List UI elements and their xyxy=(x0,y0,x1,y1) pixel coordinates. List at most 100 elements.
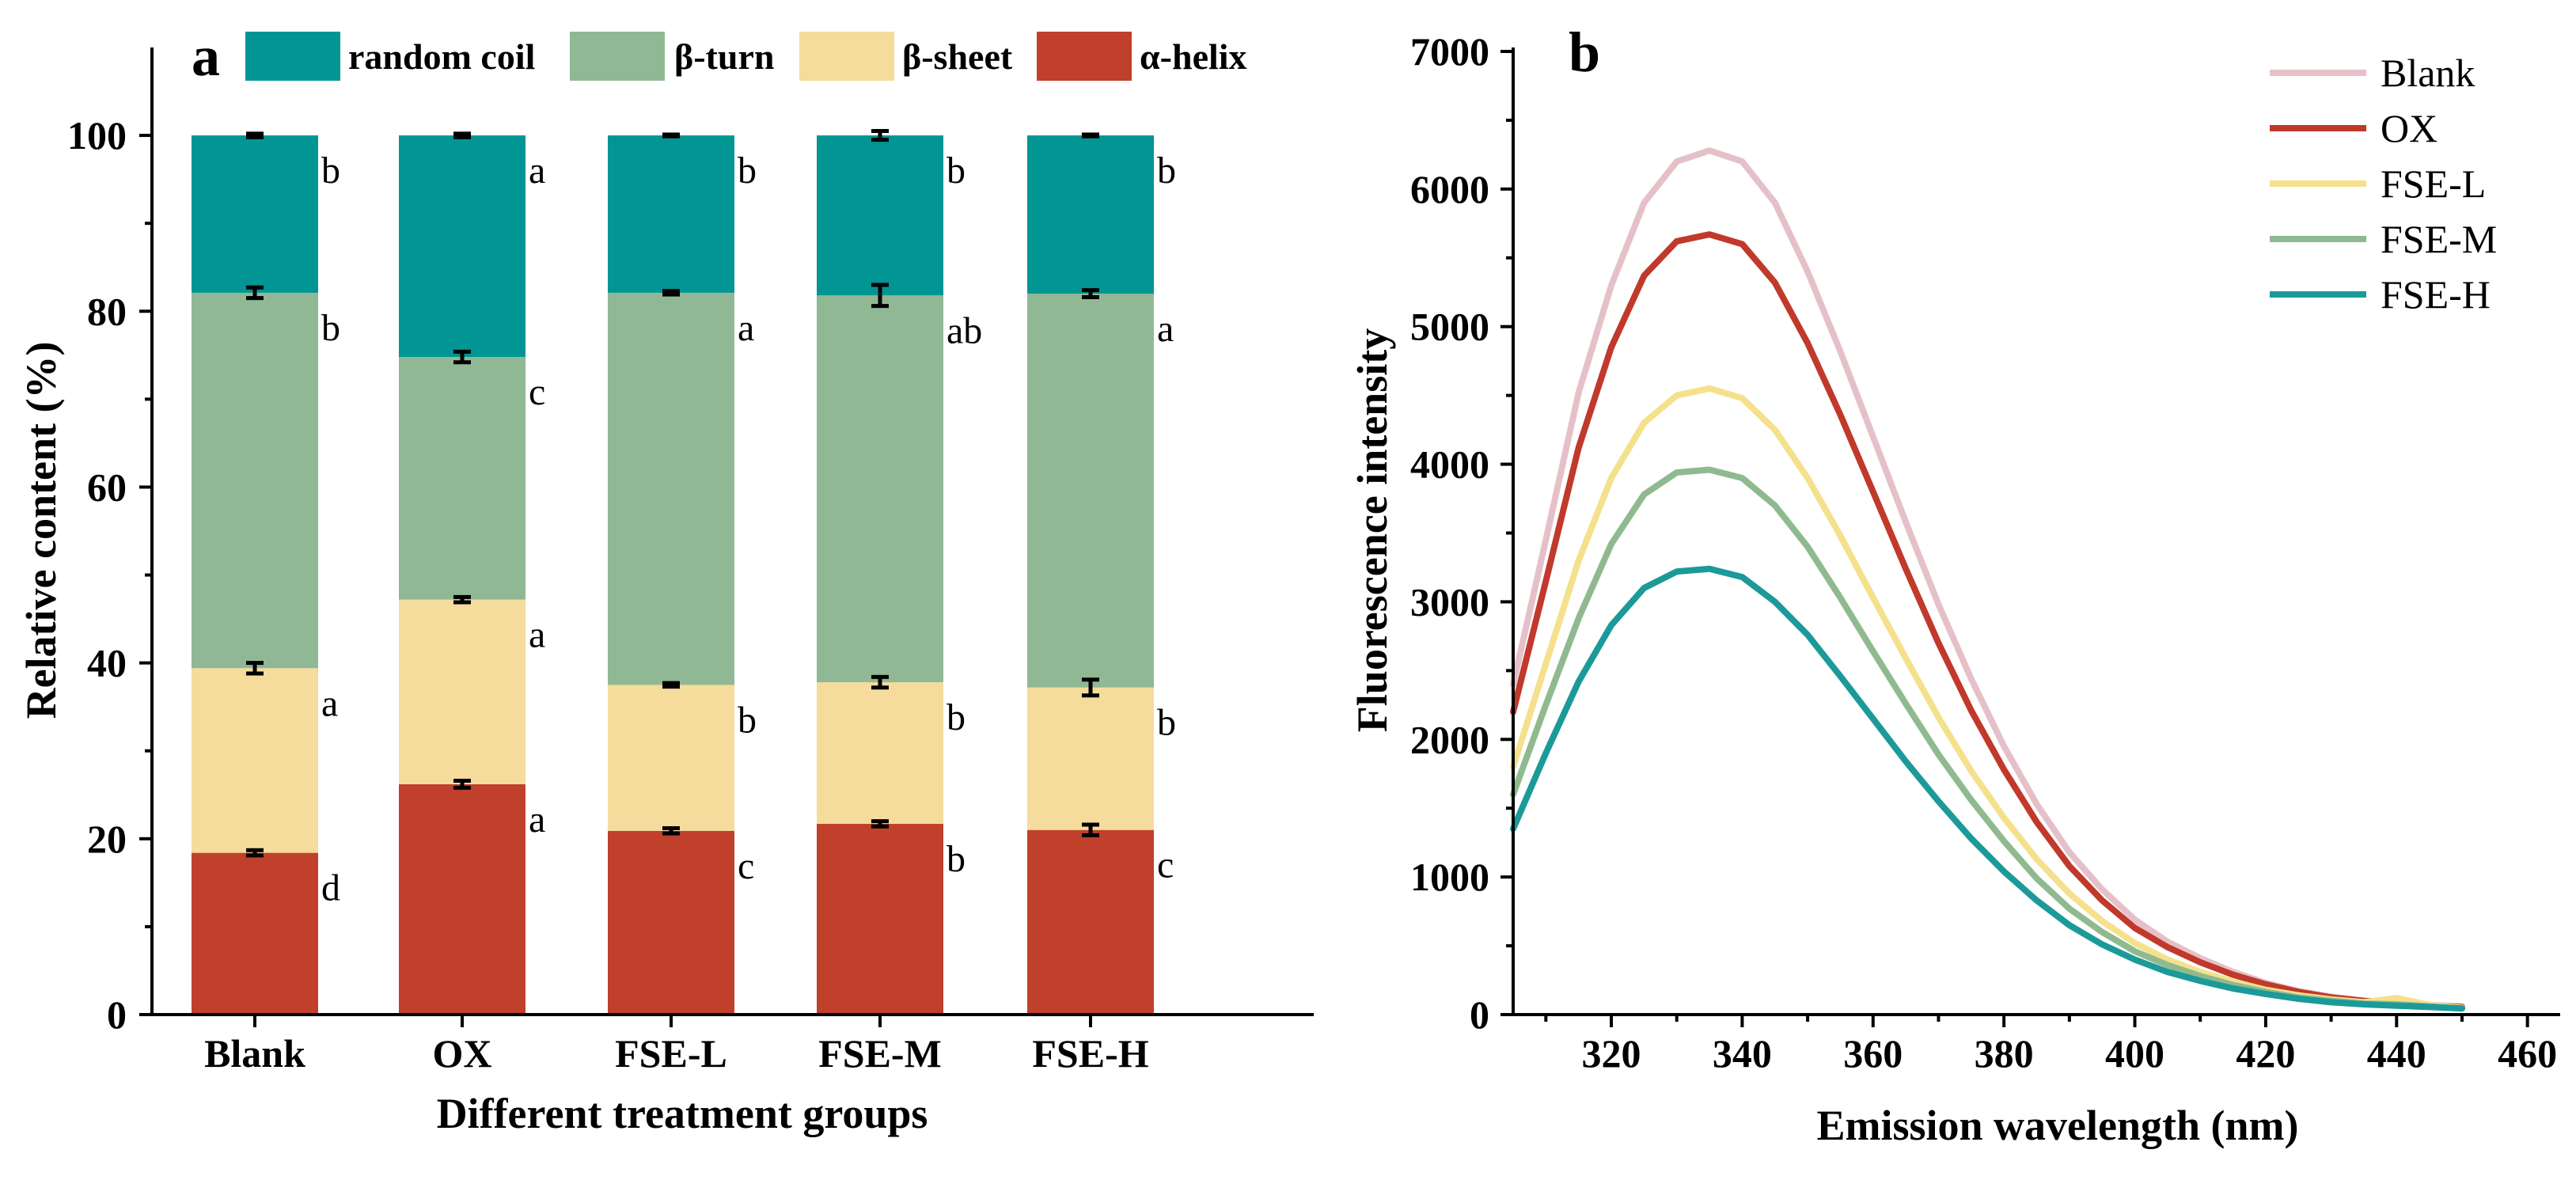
legend-label-beta-sheet: β-sheet xyxy=(902,36,1013,77)
sig-letter-fse-l-random-coil: b xyxy=(738,150,757,192)
legend-label-ox: OX xyxy=(2381,106,2438,150)
a-ytick-label-100: 100 xyxy=(67,113,127,157)
legend-item-fse-h: FSE-H xyxy=(2270,272,2491,317)
b-y-ticks: 0 1000 2000 3000 4000 5000 6000 7000 xyxy=(1410,29,1513,1037)
bar-fse-h-beta-sheet xyxy=(1027,687,1154,830)
sig-letter-fse-m-random-coil: b xyxy=(947,150,966,192)
b-y-axis-title: Fluorescence intensity xyxy=(1349,328,1396,732)
bar-fse-h-alpha-helix xyxy=(1027,829,1154,1015)
sig-letter-ox-beta-sheet: a xyxy=(529,614,545,656)
b-ytick-label-2000: 2000 xyxy=(1410,717,1489,761)
sig-letter-blank-random-coil: b xyxy=(321,150,340,192)
errorbar-fse-m-beta-turn xyxy=(871,283,889,309)
errorbar-fse-h-alpha-helix xyxy=(1082,822,1099,837)
b-lines-layer xyxy=(1510,147,2465,1012)
b-ytick-label-7000: 7000 xyxy=(1410,29,1489,74)
a-ytick-label-80: 80 xyxy=(87,289,127,333)
sig-letter-fse-h-beta-turn: a xyxy=(1157,308,1174,350)
errorbar-ox-random-coil xyxy=(453,131,471,139)
sig-letter-fse-m-alpha-helix: b xyxy=(947,838,966,880)
sig-letter-blank-alpha-helix: d xyxy=(321,867,340,909)
legend-item-fse-l: FSE-L xyxy=(2270,161,2486,206)
errorbar-fse-l-beta-sheet xyxy=(662,681,680,689)
bar-fse-l-beta-turn xyxy=(608,292,734,685)
sig-letter-fse-m-beta-sheet: b xyxy=(947,696,966,738)
errorbar-fse-h-beta-sheet xyxy=(1082,677,1099,698)
bar-blank-beta-turn xyxy=(192,292,318,669)
errorbar-fse-h-beta-turn xyxy=(1082,288,1099,299)
sig-letter-fse-h-random-coil: b xyxy=(1157,150,1176,192)
sig-letter-ox-beta-turn: c xyxy=(529,371,545,413)
bar-ox-beta-sheet xyxy=(399,599,525,784)
bar-fse-m-beta-turn xyxy=(817,295,943,683)
panel-a-label: a xyxy=(192,25,220,88)
legend-label-alpha-helix: α-helix xyxy=(1140,36,1247,77)
bar-fse-m-beta-sheet xyxy=(817,682,943,824)
bar-fse-l-beta-sheet xyxy=(608,685,734,831)
b-xtick-label-340: 340 xyxy=(1713,1031,1772,1076)
line-fse-l xyxy=(1510,385,2465,1011)
bar-blank-random-coil xyxy=(192,135,318,293)
legend-item-blank: Blank xyxy=(2270,51,2475,95)
b-legend: Blank OX FSE-L FSE-M FSE-H xyxy=(2270,51,2497,317)
bar-fse-m-random-coil xyxy=(817,135,943,296)
legend-swatch-beta-sheet xyxy=(799,32,894,81)
sig-letter-ox-random-coil: a xyxy=(529,150,545,192)
sig-letter-fse-h-beta-sheet: b xyxy=(1157,702,1176,744)
a-legend: random coil β-turn β-sheet α-helix xyxy=(245,32,1247,81)
legend-label-fse-h: FSE-H xyxy=(2381,272,2491,317)
errorbar-blank-beta-sheet xyxy=(246,661,264,676)
errorbar-fse-l-beta-turn xyxy=(662,289,680,297)
errorbar-fse-m-alpha-helix xyxy=(871,819,889,829)
panel-b-label: b xyxy=(1569,21,1600,84)
bar-ox-random-coil xyxy=(399,135,525,358)
legend-swatch-beta-turn xyxy=(570,32,665,81)
b-xtick-label-360: 360 xyxy=(1843,1031,1903,1076)
legend-label-fse-l: FSE-L xyxy=(2381,161,2486,206)
bar-ox-beta-turn xyxy=(399,357,525,600)
bar-blank-alpha-helix xyxy=(192,852,318,1015)
errorbar-fse-h-random-coil xyxy=(1082,132,1099,138)
b-ytick-label-5000: 5000 xyxy=(1410,305,1489,349)
b-xtick-label-380: 380 xyxy=(1975,1031,2034,1076)
sig-letter-fse-l-beta-sheet: b xyxy=(738,699,757,741)
bar-fse-l-random-coil xyxy=(608,135,734,293)
line-ox xyxy=(1510,231,2465,1011)
a-xtick-label-blank: Blank xyxy=(204,1031,305,1076)
legend-item-fse-m: FSE-M xyxy=(2270,217,2497,261)
bar-fse-h-beta-turn xyxy=(1027,294,1154,688)
b-xtick-label-400: 400 xyxy=(2105,1031,2164,1076)
errorbar-fse-l-alpha-helix xyxy=(662,825,680,836)
b-x-ticks: 320 340 360 380 400 420 440 460 xyxy=(1544,1015,2557,1076)
line-fse-h xyxy=(1510,565,2465,1012)
a-y-axis-title: Relative content (%) xyxy=(17,342,65,719)
legend-swatch-alpha-helix xyxy=(1037,32,1132,81)
a-xtick-label-fse-m: FSE-M xyxy=(818,1031,942,1076)
sig-letter-fse-l-alpha-helix: c xyxy=(738,845,754,887)
b-ytick-label-6000: 6000 xyxy=(1410,167,1489,211)
legend-label-random-coil: random coil xyxy=(348,36,535,77)
b-xtick-label-440: 440 xyxy=(2367,1031,2426,1076)
b-ytick-label-4000: 4000 xyxy=(1410,442,1489,487)
line-blank xyxy=(1510,147,2465,1010)
errorbar-fse-l-random-coil xyxy=(662,132,680,138)
legend-swatch-random-coil xyxy=(245,32,340,81)
a-xtick-label-fse-h: FSE-H xyxy=(1032,1031,1148,1076)
b-xtick-label-460: 460 xyxy=(2498,1031,2557,1076)
legend-label-fse-m: FSE-M xyxy=(2381,217,2497,261)
a-error-bars-layer xyxy=(246,129,1099,858)
errorbar-fse-m-beta-sheet xyxy=(871,674,889,690)
a-ytick-label-0: 0 xyxy=(107,992,127,1037)
a-y-ticks: 0 20 40 60 80 100 xyxy=(67,113,152,1037)
a-xtick-label-fse-l: FSE-L xyxy=(615,1031,727,1076)
b-ytick-label-0: 0 xyxy=(1470,992,1489,1037)
b-xtick-label-420: 420 xyxy=(2236,1031,2295,1076)
b-ytick-label-3000: 3000 xyxy=(1410,579,1489,624)
errorbar-ox-alpha-helix xyxy=(453,778,471,790)
a-x-axis-title: Different treatment groups xyxy=(437,1090,928,1137)
sig-letter-fse-m-beta-turn: ab xyxy=(947,309,982,351)
